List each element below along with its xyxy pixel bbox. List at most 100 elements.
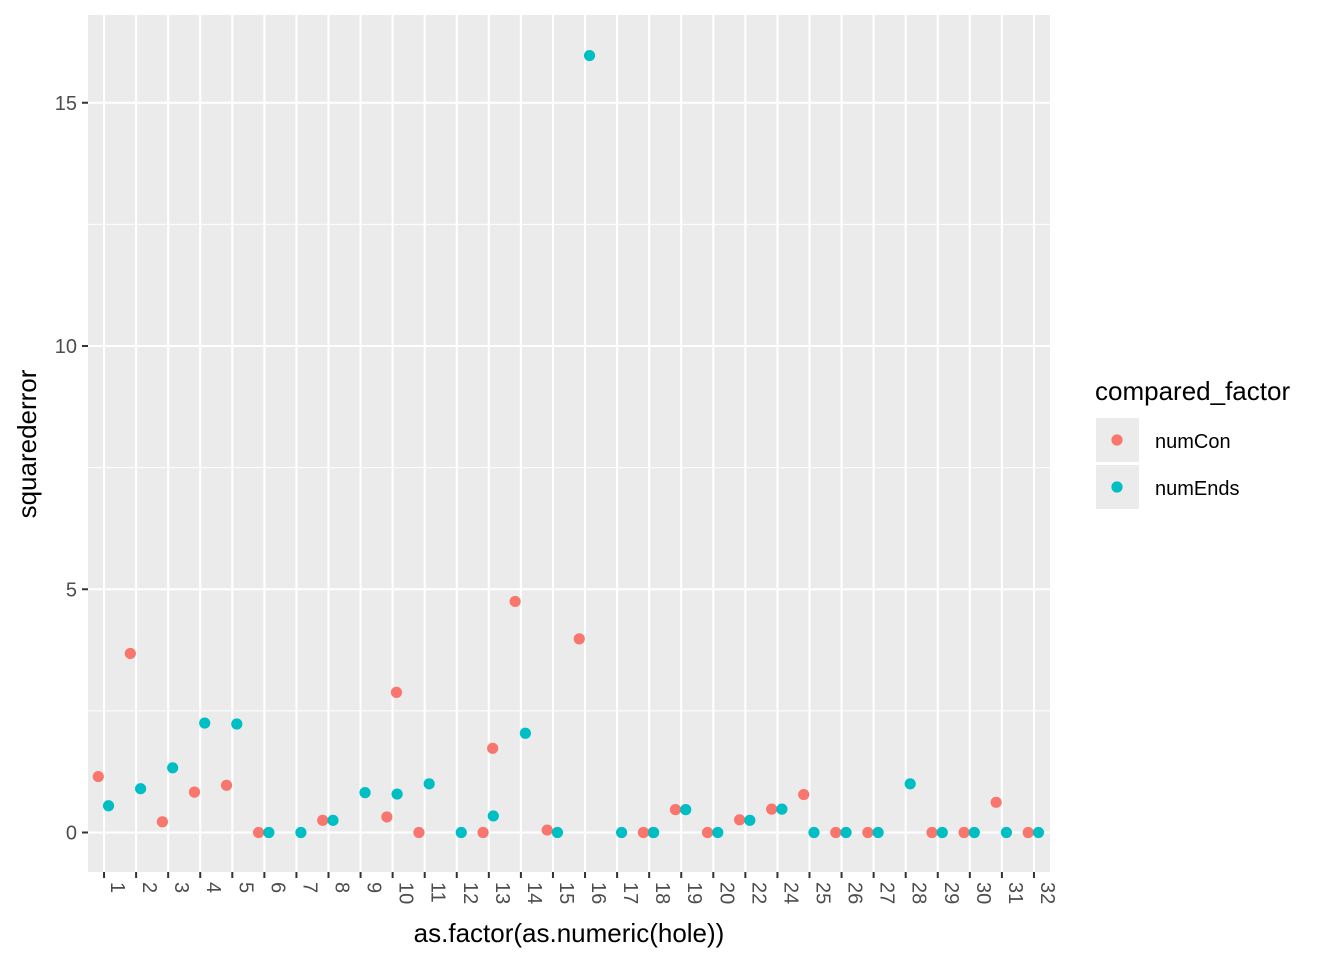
legend-point-numends	[1111, 481, 1123, 493]
point-numends-1	[102, 800, 115, 812]
point-numends-31	[1000, 826, 1012, 839]
point-numends-26	[840, 826, 852, 839]
point-numends-28	[904, 778, 916, 790]
y-axis-title: squarederror	[12, 369, 42, 518]
point-numcon-19	[669, 804, 682, 816]
point-numcon-13	[477, 826, 489, 839]
legend-title: compared_factor	[1095, 376, 1290, 406]
point-numends-30	[968, 826, 980, 839]
point-numcon-10	[381, 811, 393, 823]
point-numcon-18	[637, 826, 649, 839]
legend-label-numcon: numCon	[1155, 431, 1231, 453]
point-numends-15	[551, 826, 564, 839]
point-numends-6	[263, 826, 275, 839]
x-tick-label: 29	[940, 882, 962, 904]
y-tick-label: 0	[66, 823, 77, 845]
point-numends-7	[295, 826, 307, 839]
point-numcon-3	[156, 816, 168, 828]
x-tick-label: 12	[459, 882, 481, 904]
x-tick-label: 20	[715, 882, 737, 904]
point-numends-29	[936, 826, 948, 839]
point-numcon-27	[862, 826, 874, 839]
point-numends-14	[519, 727, 531, 739]
point-numends-4	[199, 717, 211, 729]
x-tick-label: 7	[298, 882, 320, 893]
point-numends-18	[648, 826, 660, 839]
x-tick-label: 22	[747, 882, 769, 904]
x-tick-label: 31	[1004, 882, 1026, 904]
point-numcon-22	[733, 814, 746, 826]
x-tick-label: 18	[651, 882, 673, 904]
point-numcon-8	[317, 814, 329, 826]
point-numcon-30	[958, 826, 970, 839]
x-tick-label: 26	[844, 882, 866, 904]
point-numends-5	[231, 718, 243, 730]
point-numends-11	[423, 778, 435, 790]
point-numends-25	[808, 826, 820, 839]
point-numends-32	[1032, 826, 1045, 839]
x-tick-label: 9	[363, 882, 385, 893]
x-tick-label: 10	[395, 882, 417, 904]
point-numends-24	[776, 803, 788, 815]
point-numends-9	[359, 787, 371, 799]
legend-label-numends: numEnds	[1155, 478, 1240, 500]
point-numcon-29	[926, 826, 938, 839]
point-numends-10	[391, 788, 403, 800]
x-tick-label: 25	[812, 882, 834, 904]
x-tick-label: 11	[427, 882, 449, 903]
point-numcon-13	[487, 742, 499, 754]
point-numcon-20	[701, 826, 714, 839]
x-tick-label: 3	[170, 882, 192, 893]
x-tick-label: 8	[331, 882, 353, 893]
point-numcon-4	[188, 786, 201, 798]
x-tick-label: 32	[1036, 882, 1058, 904]
x-tick-label: 13	[491, 882, 513, 904]
plot-panel	[88, 15, 1050, 872]
point-numends-17	[615, 826, 628, 839]
y-tick-label: 5	[66, 579, 77, 601]
point-numends-16	[583, 49, 596, 62]
y-tick-label: 15	[55, 93, 77, 115]
x-tick-label: 16	[587, 882, 609, 904]
point-numcon-31	[990, 796, 1002, 808]
point-numcon-5	[220, 779, 233, 791]
point-numends-13	[487, 810, 499, 822]
point-numends-3	[167, 762, 179, 774]
point-numends-27	[872, 826, 884, 839]
x-tick-label: 14	[523, 882, 545, 904]
point-numends-12	[455, 826, 467, 839]
x-tick-label: 6	[266, 882, 288, 893]
point-numcon-14	[509, 595, 521, 608]
point-numcon-25	[798, 788, 810, 801]
x-axis-title: as.factor(as.numeric(hole))	[414, 918, 725, 948]
point-numcon-24	[766, 803, 778, 815]
point-numcon-11	[413, 826, 425, 839]
legend-point-numcon	[1111, 434, 1123, 446]
x-tick-label: 19	[683, 882, 705, 904]
x-tick-label: 1	[106, 882, 128, 893]
point-numcon-32	[1022, 826, 1034, 839]
point-numcon-16	[573, 633, 585, 645]
x-tick-label: 5	[234, 882, 256, 893]
point-numcon-6	[252, 826, 265, 839]
point-numcon-26	[830, 826, 842, 839]
point-numends-19	[680, 804, 692, 816]
x-tick-label: 15	[555, 882, 577, 904]
x-tick-label: 4	[202, 882, 224, 893]
point-numcon-1	[92, 770, 104, 783]
x-tick-label: 30	[972, 882, 994, 904]
point-numends-20	[712, 826, 724, 839]
x-tick-label: 17	[619, 882, 641, 904]
x-tick-label: 2	[138, 882, 160, 893]
x-tick-label: 27	[876, 882, 898, 904]
legend: compared_factor numCon numEnds	[1095, 376, 1290, 509]
point-numends-8	[327, 814, 339, 826]
point-numcon-10	[390, 686, 403, 698]
x-tick-label: 24	[779, 882, 801, 904]
point-numcon-15	[541, 824, 553, 836]
point-numcon-2	[124, 647, 136, 660]
y-tick-label: 10	[55, 336, 77, 358]
x-tick-label: 28	[908, 882, 930, 904]
point-numends-2	[134, 783, 147, 795]
